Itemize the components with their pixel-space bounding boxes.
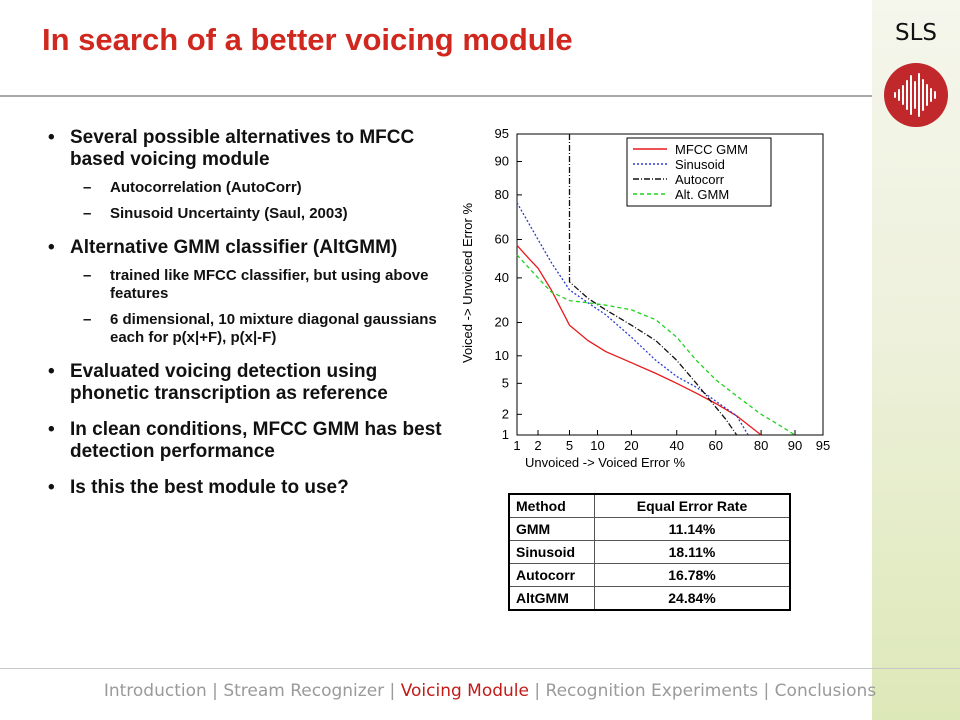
sub-bullet-item: Autocorrelation (AutoCorr) [70,179,454,197]
series-line-sinusoid [516,202,749,436]
y-tick-label: 5 [502,375,509,390]
bullet-text: Evaluated voicing detection using phonet… [70,361,388,404]
x-tick-label: 95 [816,438,830,453]
y-tick-label: 90 [495,154,509,169]
x-tick-label: 20 [624,438,638,453]
nav-separator: | [534,681,541,701]
method-cell: Sinusoid [508,540,595,564]
waveform-icon [884,63,948,127]
x-tick-label: 40 [670,438,684,453]
series-line-mfcc-gmm [516,244,762,436]
x-axis-label: Unvoiced -> Voiced Error % [525,455,685,470]
y-tick-label: 1 [502,427,509,442]
column-header: Equal Error Rate [594,493,791,518]
eer-cell: 24.84% [594,586,791,611]
y-tick-label: 60 [495,231,509,246]
bullet-text: Alternative GMM classifier (AltGMM) [70,237,398,258]
legend-label: MFCC GMM [675,142,748,157]
nav-separator: | [763,681,770,701]
nav-item-stream-recognizer[interactable]: Stream Recognizer [223,681,385,701]
title-divider [0,95,872,97]
eer-cell: 16.78% [594,563,791,587]
nav-separator: | [389,681,396,701]
method-cell: GMM [508,517,595,541]
sub-bullet-item: trained like MFCC classifier, but using … [70,267,454,303]
legend-label: Alt. GMM [675,187,729,202]
nav-separator: | [212,681,218,701]
nav-item-recognition-experiments[interactable]: Recognition Experiments [545,681,759,701]
table-row: AltGMM 24.84% [508,586,791,611]
table-row: Autocorr 16.78% [508,563,791,587]
y-axis-label: Voiced -> Unvoiced Error % [460,203,475,363]
logo-text: SLS [894,20,937,46]
legend-label: Sinusoid [675,157,725,172]
equal-error-rate-table: Method Equal Error Rate GMM 11.14% Sinus… [508,493,791,611]
sub-bullet-item: Sinusoid Uncertainty (Saul, 2003) [70,205,454,223]
x-tick-label: 2 [534,438,541,453]
table-header-row: Method Equal Error Rate [508,493,791,518]
x-tick-label: 10 [590,438,604,453]
plot-frame [516,133,824,436]
y-tick-label: 20 [495,314,509,329]
nav-item-introduction[interactable]: Introduction [103,681,207,701]
series-line-alt-gmm [516,254,796,436]
method-cell: AltGMM [508,586,595,611]
x-tick-label: 60 [709,438,723,453]
x-tick-label: 5 [566,438,573,453]
y-tick-label: 10 [495,348,509,363]
bullet-item: In clean conditions, MFCC GMM has best d… [44,419,454,463]
eer-cell: 11.14% [594,517,791,541]
x-tick-label: 1 [513,438,520,453]
sub-bullet-list: trained like MFCC classifier, but using … [70,267,454,347]
sub-bullet-item: 6 dimensional, 10 mixture diagonal gauss… [70,311,454,347]
bullet-item: Is this the best module to use? [44,477,454,499]
column-header: Method [508,493,595,518]
y-tick-label: 80 [495,187,509,202]
bullet-text: Is this the best module to use? [70,477,349,498]
bullet-item: Evaluated voicing detection using phonet… [44,361,454,405]
y-tick-label: 95 [495,126,509,141]
section-nav: Introduction | Stream Recognizer | Voici… [0,681,960,701]
footer-divider [0,668,960,669]
sub-bullet-list: Autocorrelation (AutoCorr) Sinusoid Unce… [70,179,454,223]
bullet-text: Several possible alternatives to MFCC ba… [70,127,415,170]
x-tick-label: 80 [754,438,768,453]
bullet-text: In clean conditions, MFCC GMM has best d… [70,419,442,462]
nav-item-voicing-module[interactable]: Voicing Module [400,681,529,701]
y-tick-label: 2 [502,406,509,421]
bullet-item: Several possible alternatives to MFCC ba… [44,127,454,223]
method-cell: Autocorr [508,563,595,587]
bullet-list: Several possible alternatives to MFCC ba… [44,127,454,513]
table-row: GMM 11.14% [508,517,791,541]
x-tick-label: 90 [788,438,802,453]
slide-title: In search of a better voicing module [42,22,573,57]
legend-label: Autocorr [675,172,725,187]
table-row: Sinusoid 18.11% [508,540,791,564]
y-tick-label: 40 [495,270,509,285]
eer-cell: 18.11% [594,540,791,564]
bullet-item: Alternative GMM classifier (AltGMM) trai… [44,237,454,347]
nav-item-conclusions[interactable]: Conclusions [774,681,877,701]
